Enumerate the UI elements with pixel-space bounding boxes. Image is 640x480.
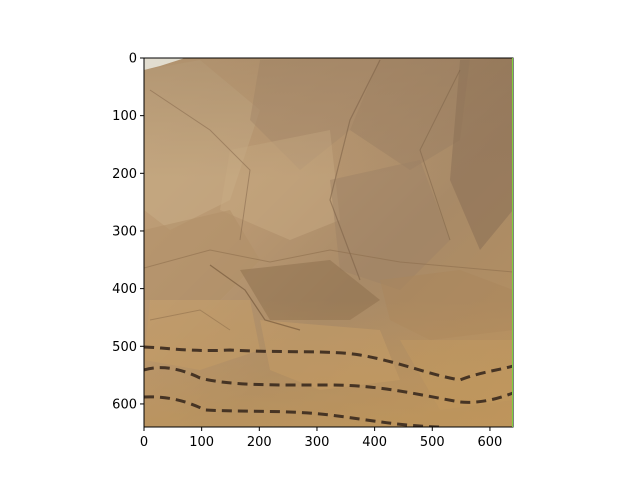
y-tick-label: 100 <box>112 109 137 124</box>
photo-image <box>144 58 513 427</box>
x-tick-label: 500 <box>420 435 445 450</box>
y-tick-label: 300 <box>112 224 137 239</box>
y-axis: 0 100 200 300 400 500 600 <box>112 52 144 412</box>
x-tick-label: 100 <box>189 435 214 450</box>
y-tick-label: 200 <box>112 167 137 182</box>
y-tick-label: 600 <box>112 397 137 412</box>
x-axis: 0 100 200 300 400 500 600 <box>140 427 502 450</box>
y-tick-label: 400 <box>112 282 137 297</box>
y-tick-label: 0 <box>129 52 137 67</box>
y-tick-label: 500 <box>112 340 137 355</box>
x-tick-label: 300 <box>305 435 330 450</box>
x-tick-label: 400 <box>362 435 387 450</box>
x-tick-label: 600 <box>478 435 503 450</box>
x-tick-label: 200 <box>247 435 272 450</box>
x-tick-label: 0 <box>140 435 148 450</box>
